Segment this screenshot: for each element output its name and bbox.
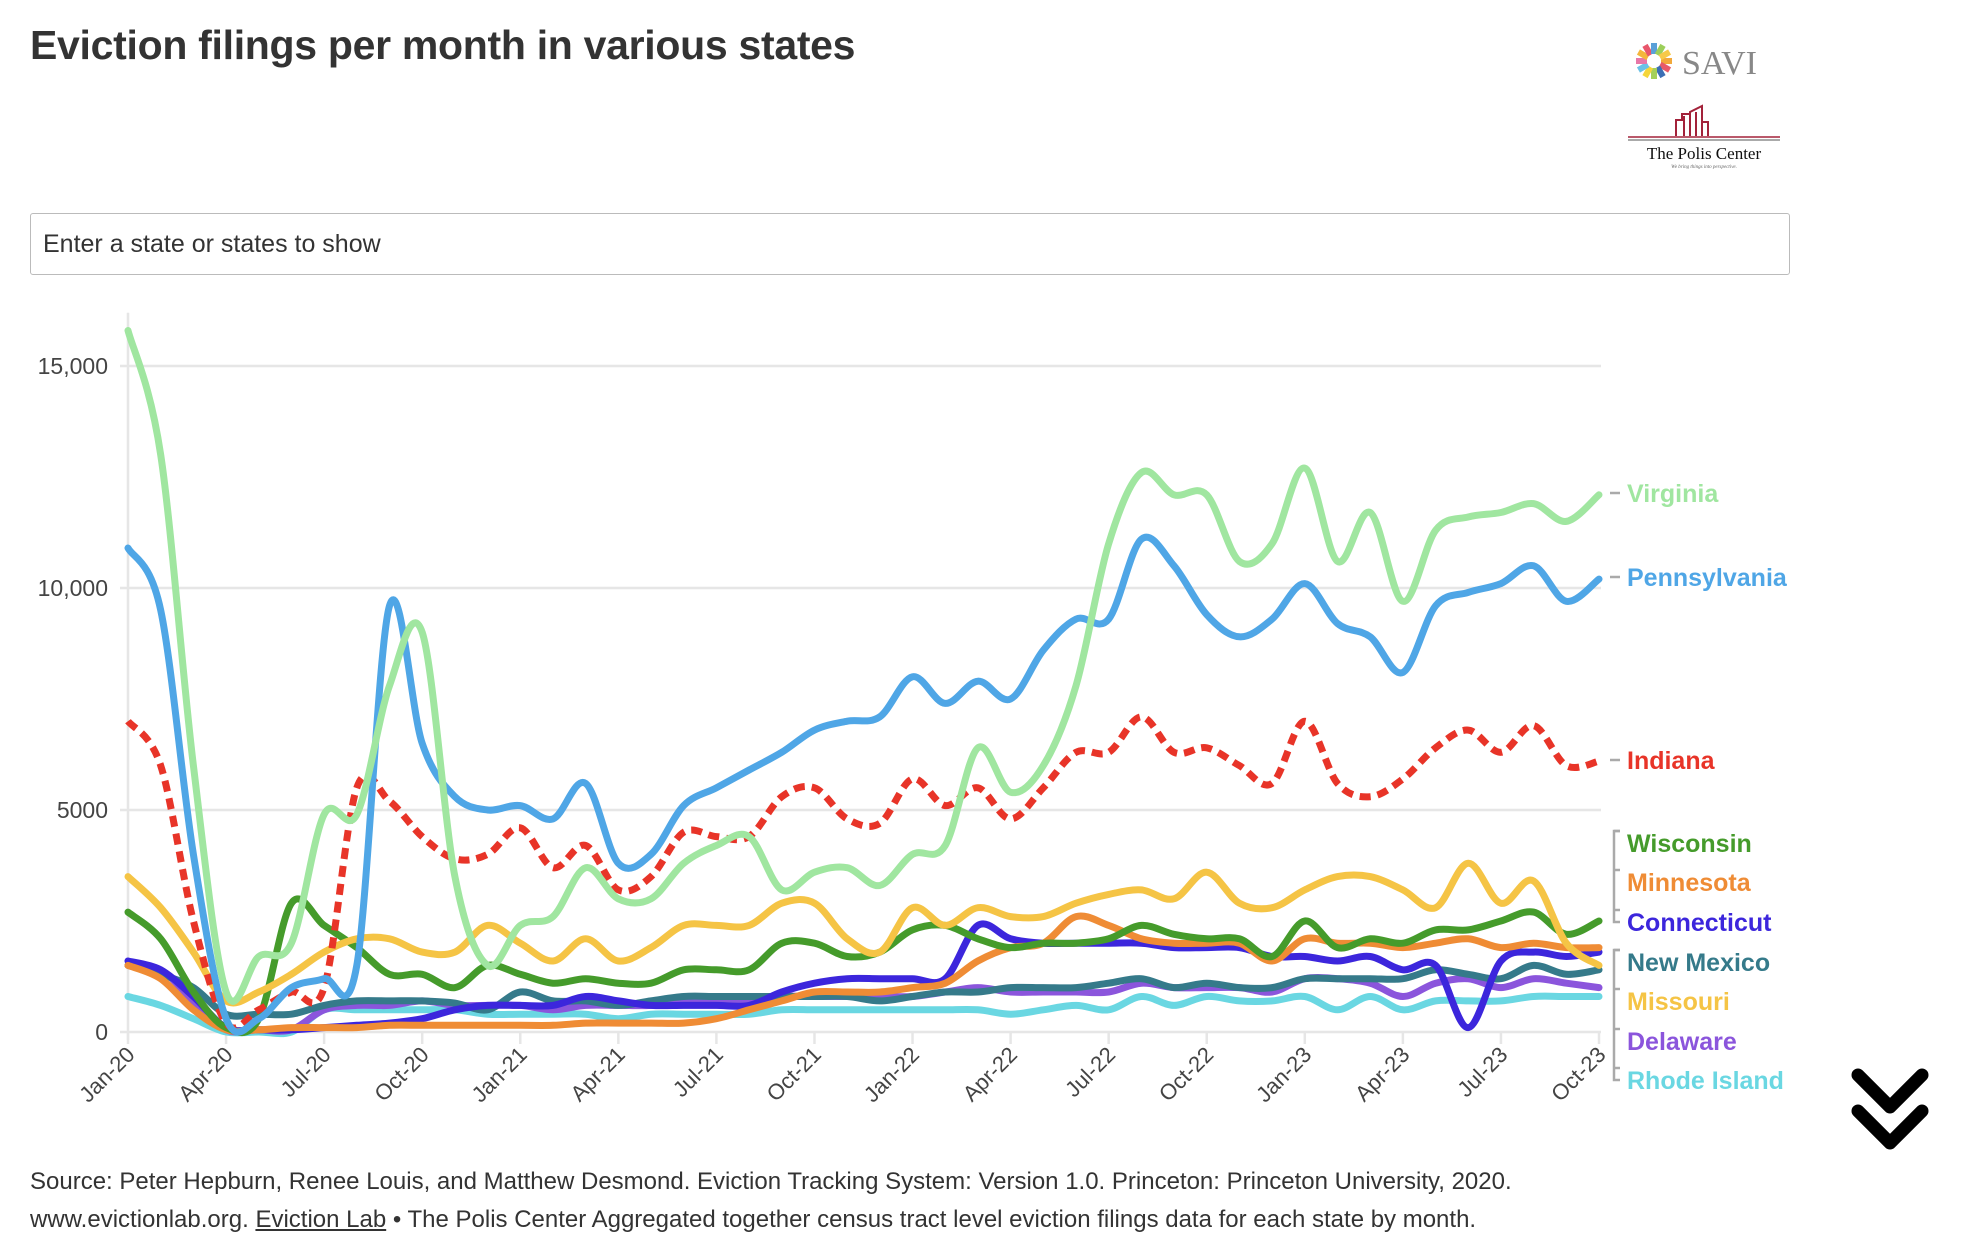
x-tick-label: Jan-21 <box>467 1042 532 1107</box>
source-url-text: www.evictionlab.org. <box>30 1206 256 1233</box>
series-line-minnesota <box>124 912 1603 1035</box>
legend-label-pennsylvania: Pennsylvania <box>1627 564 1788 592</box>
x-tick-label: Oct-20 <box>369 1042 433 1106</box>
legend-label-missouri: Missouri <box>1627 988 1730 1016</box>
legend-label-wisconsin: Wisconsin <box>1627 830 1752 858</box>
series-line-indiana <box>125 713 1600 1032</box>
legend-bracket <box>1612 948 1620 1082</box>
chart-title: Eviction filings per month in various st… <box>30 22 856 68</box>
y-tick-label: 5000 <box>57 797 108 823</box>
x-tick-label: Apr-21 <box>565 1042 629 1106</box>
y-tick-label: 10,000 <box>38 575 108 601</box>
legend-label-indiana: Indiana <box>1627 747 1716 775</box>
series-line-rhode-island <box>124 992 1603 1038</box>
legend-label-rhode-island: Rhode Island <box>1627 1067 1784 1095</box>
x-tick-label: Apr-22 <box>958 1042 1022 1106</box>
source-line-2: www.evictionlab.org. Eviction Lab • The … <box>30 1201 1512 1239</box>
legend-label-new-mexico: New Mexico <box>1627 949 1770 977</box>
svg-text:SAVI: SAVI <box>1682 45 1757 82</box>
x-tick-label: Apr-20 <box>173 1042 237 1106</box>
legend-bracket <box>1612 829 1620 924</box>
x-tick-label: Jul-22 <box>1060 1042 1120 1102</box>
polis-center-logo: The Polis Center We bring things into pe… <box>1628 104 1780 170</box>
x-tick-label: Jan-22 <box>859 1042 924 1107</box>
svg-text:We bring things into perspecti: We bring things into perspective. <box>1671 165 1737 170</box>
y-tick-label: 0 <box>95 1019 108 1045</box>
legend-label-minnesota: Minnesota <box>1627 869 1752 897</box>
series-line-pennsylvania <box>124 533 1603 1036</box>
x-tick-label: Jan-23 <box>1251 1042 1316 1107</box>
x-tick-label: Apr-23 <box>1350 1042 1414 1106</box>
legend-label-connecticut: Connecticut <box>1627 909 1772 937</box>
line-chart: 0 5000 10,000 15,000 Jan-20 Apr-20 Jul-20 Oct-… <box>38 312 1788 1107</box>
svg-text:The Polis Center: The Polis Center <box>1647 144 1762 163</box>
y-tick-label: 15,000 <box>38 353 108 379</box>
legend-label-virginia: Virginia <box>1627 480 1719 508</box>
savi-wheel-icon <box>1636 43 1672 79</box>
series-line-new-mexico <box>124 961 1603 1020</box>
double-chevron-down-icon[interactable] <box>1848 1065 1932 1155</box>
state-search-input[interactable] <box>30 213 1790 275</box>
x-tick-label: Jul-23 <box>1452 1042 1512 1102</box>
x-tick-label: Jan-20 <box>74 1042 139 1107</box>
legend-label-delaware: Delaware <box>1627 1028 1737 1056</box>
x-tick-label: Jul-21 <box>668 1042 728 1102</box>
source-footer: Source: Peter Hepburn, Renee Louis, and … <box>30 1163 1512 1239</box>
x-tick-label: Oct-22 <box>1154 1042 1218 1106</box>
x-tick-label: Oct-23 <box>1546 1042 1610 1106</box>
series-line-virginia <box>124 326 1603 1005</box>
source-attribution-text: • The Polis Center Aggregated together c… <box>386 1206 1477 1233</box>
series-line-missouri <box>124 859 1603 1007</box>
city-skyline-icon <box>1675 104 1709 136</box>
eviction-lab-link[interactable]: Eviction Lab <box>255 1206 387 1233</box>
savi-logo: SAVI <box>1636 43 1757 82</box>
x-tick-label: Oct-21 <box>762 1042 826 1106</box>
source-line-1: Source: Peter Hepburn, Renee Louis, and … <box>30 1168 1512 1195</box>
x-tick-label: Jul-20 <box>276 1042 336 1102</box>
